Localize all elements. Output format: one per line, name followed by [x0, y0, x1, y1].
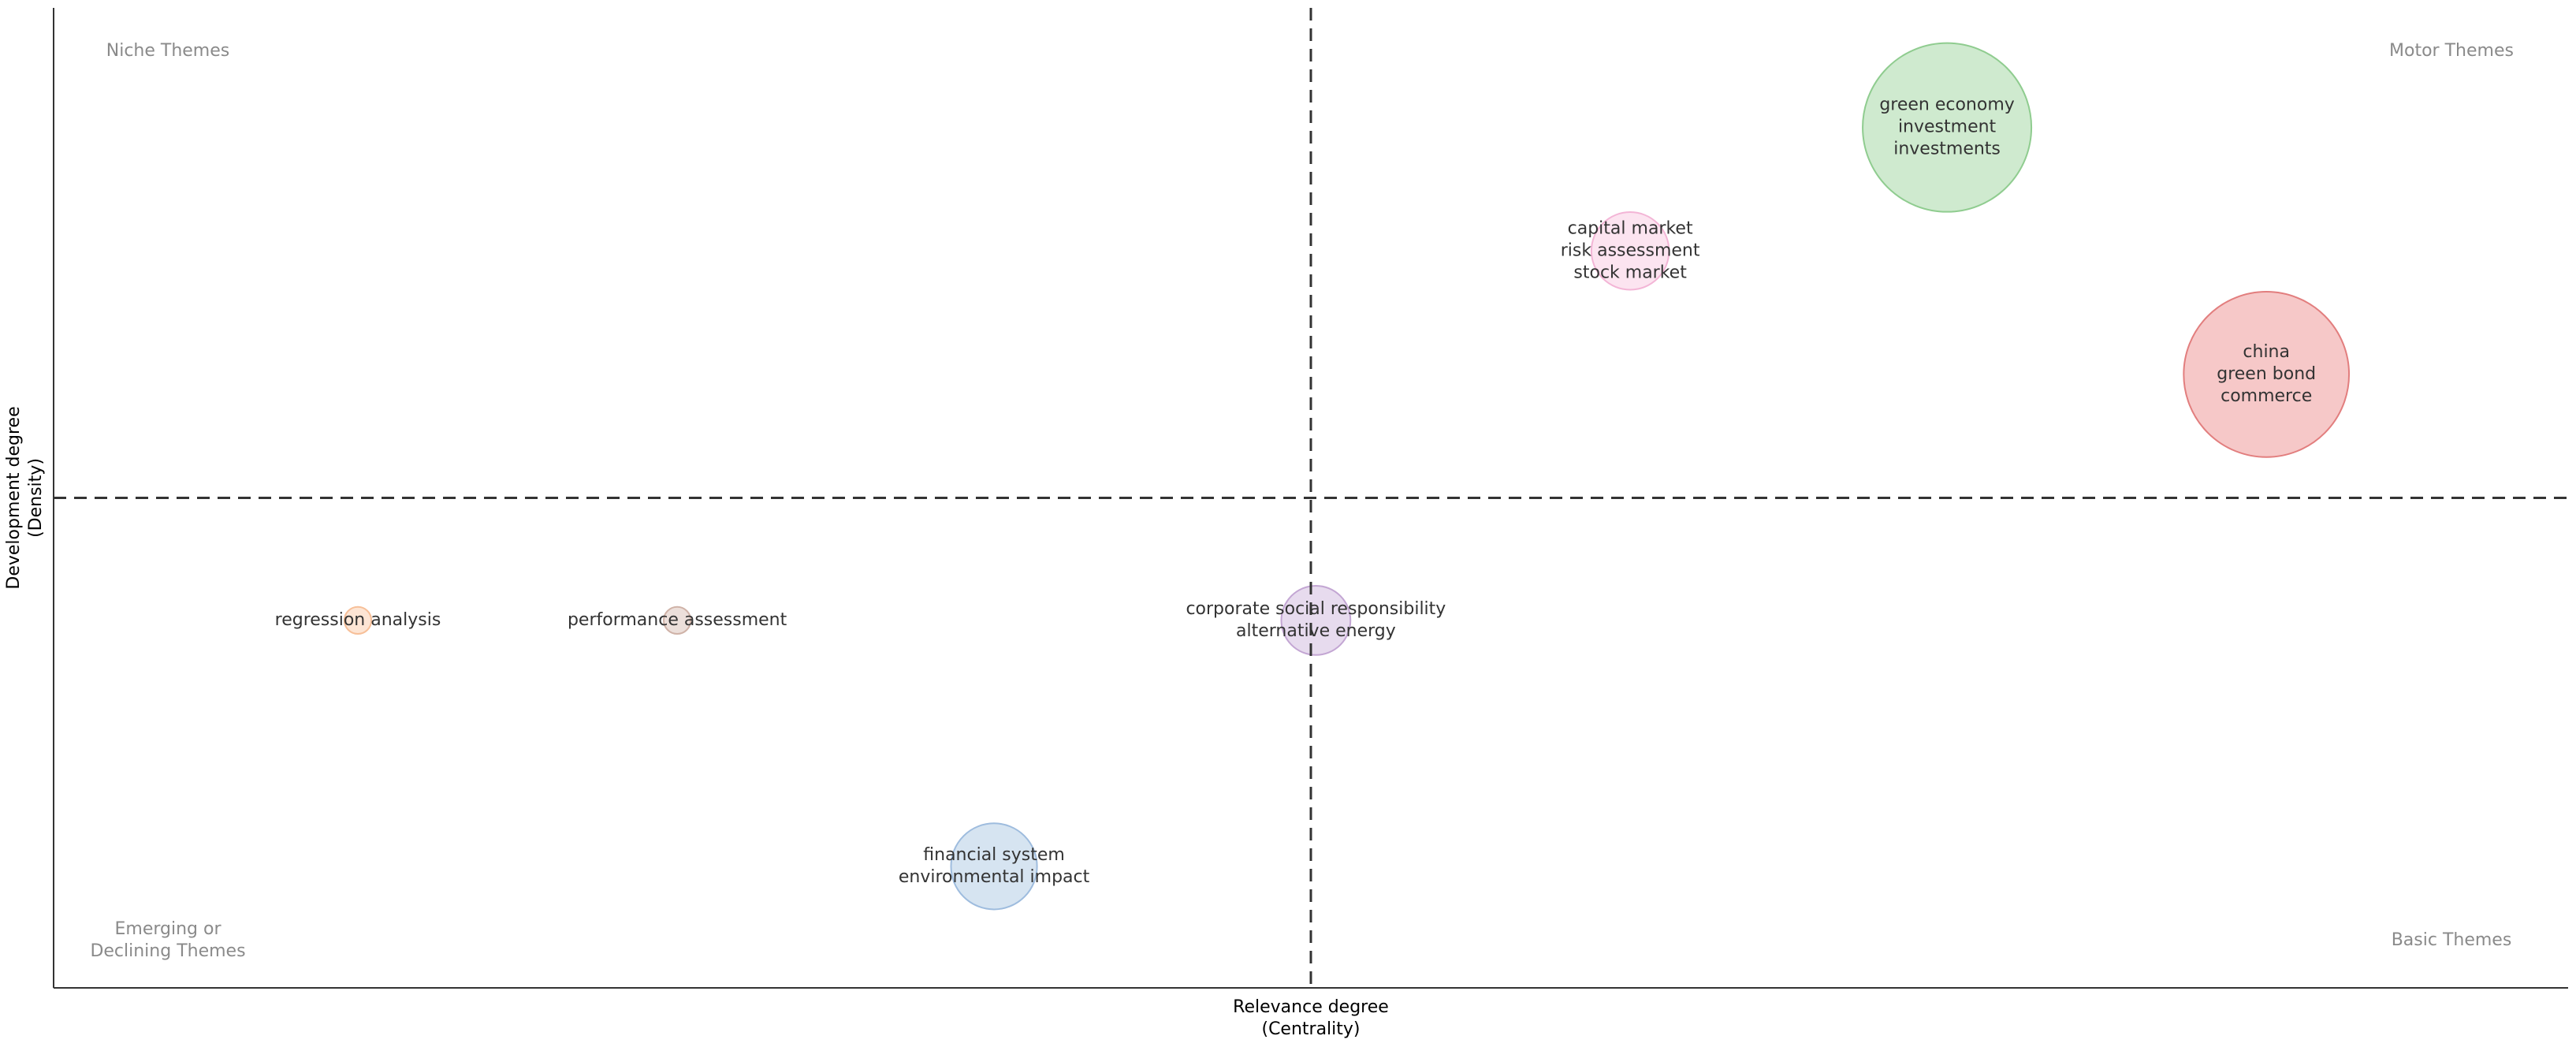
- bubble-label-capital-market-line-1: capital market: [1568, 218, 1693, 238]
- bubble-label-china-line-1: china: [2243, 342, 2290, 362]
- y-axis-title-line-2: (Density): [26, 458, 46, 538]
- quadrant-label-top-left-line-1: Niche Themes: [106, 41, 229, 61]
- quadrant-label-bottom-left-line-1: Emerging or: [114, 919, 221, 939]
- y-axis-title: Development degree (Density): [4, 406, 46, 589]
- bubble-china: [2183, 291, 2351, 458]
- x-axis-title: Relevance degree(Centrality): [1233, 997, 1389, 1039]
- x-axis-title-line-1: Relevance degree: [1233, 997, 1389, 1017]
- quadrant-label-bottom-right-line-1: Basic Themes: [2392, 930, 2512, 950]
- bubble-capital-market: [1590, 211, 1670, 291]
- quadrant-label-layer: Niche Themes Motor Themes Emerging orDecli…: [90, 41, 2514, 961]
- bubble-regression-analysis: [343, 605, 373, 635]
- bubble-label-financial-system-line-1: financial system: [923, 845, 1065, 865]
- bubble-label-green-economy-line-1: green economy: [1879, 95, 2014, 115]
- bubble-label-china-line-2: green bond: [2217, 364, 2316, 384]
- bubble-label-corporate-social-responsibility-line-1: corporate social responsibility: [1186, 599, 1446, 619]
- x-axis-title-line-2: (Centrality): [1261, 1019, 1360, 1039]
- quadrant-label-bottom-right: Basic Themes: [2392, 930, 2512, 950]
- bubble-label-green-economy-line-2: investment: [1898, 117, 1997, 137]
- bubble-label-performance-assessment: performance assessment: [568, 610, 787, 630]
- bubble-green-economy: [1862, 42, 2033, 213]
- bubble-label-regression-analysis: regression analysis: [275, 610, 441, 630]
- quadrant-label-top-right-line-1: Motor Themes: [2389, 41, 2514, 61]
- bubble-label-capital-market-line-2: risk assessment: [1561, 240, 1700, 260]
- bubble-corporate-social-responsibility: [1280, 585, 1352, 656]
- bubble-label-green-economy-line-3: investments: [1893, 140, 2001, 159]
- bubble-layer: [343, 42, 2351, 911]
- bubble-label-china-line-3: commerce: [2220, 386, 2312, 406]
- axis-title-layer: Relevance degree(Centrality) Development …: [4, 406, 1389, 1039]
- quadrant-label-bottom-left-line-2: Declining Themes: [90, 941, 245, 961]
- bubble-financial-system: [950, 822, 1038, 911]
- bubble-label-regression-analysis-line-1: regression analysis: [275, 610, 441, 630]
- y-axis-title-line-1: Development degree: [4, 406, 24, 589]
- bubble-label-capital-market-line-3: stock market: [1573, 263, 1687, 282]
- quadrant-label-top-left: Niche Themes: [106, 41, 229, 61]
- bubble-label-performance-assessment-line-1: performance assessment: [568, 610, 787, 630]
- quadrant-label-top-right: Motor Themes: [2389, 41, 2514, 61]
- bubble-label-corporate-social-responsibility-line-2: alternative energy: [1236, 621, 1396, 641]
- bubble-label-financial-system-line-2: environmental impact: [899, 867, 1090, 887]
- bubble-label-corporate-social-responsibility: corporate social responsibilityalternati…: [1186, 599, 1446, 641]
- bubble-performance-assessment: [663, 605, 692, 635]
